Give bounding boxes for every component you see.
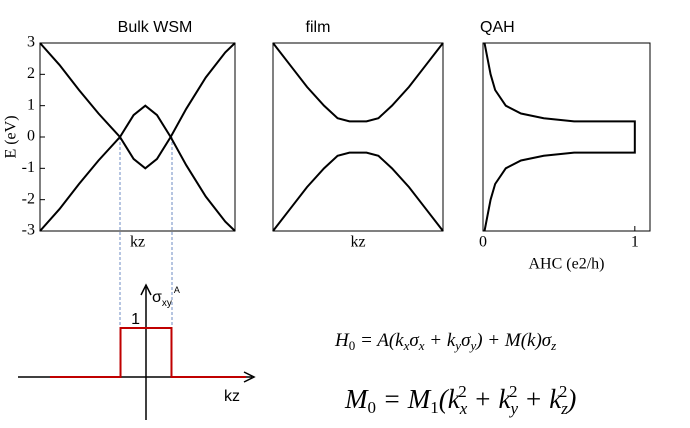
x-axis-label: kz [350, 234, 365, 251]
data-line [483, 42, 636, 232]
y-tick-label: 1 [131, 311, 140, 328]
eq-part: x [418, 338, 425, 353]
y-tick-label: 0 [27, 128, 35, 145]
x-tick-label: 0 [479, 234, 487, 251]
arrow-head [140, 283, 152, 296]
plot-frame [272, 42, 444, 232]
equation: M0 = M1(kx2 + ky2 + kz2) [344, 382, 576, 418]
equation: H0 = A(kxσx + kyσy) + M(k)σz [334, 330, 556, 353]
eq-part: + k [518, 384, 563, 414]
arrow-head [243, 371, 256, 383]
eq-part: 2 [509, 382, 518, 401]
eq-part: x [459, 399, 468, 418]
data-line [39, 104, 236, 232]
y-tick-label: -3 [22, 222, 35, 239]
eq-part: σ [409, 330, 419, 351]
panel-title: film [306, 19, 331, 36]
eq-part: 2 [559, 382, 568, 401]
eq-part: = M [376, 384, 432, 414]
eq-part: y [508, 399, 518, 418]
x-axis-label: AHC (e2/h) [529, 256, 605, 273]
data-line [39, 42, 236, 170]
eq-part: 0 [349, 338, 356, 353]
eq-part: 2 [458, 382, 467, 401]
panel-title: QAH [480, 19, 515, 36]
plot-frame [482, 42, 651, 232]
eq-part: 1 [430, 398, 439, 417]
y-tick-label: -1 [22, 159, 35, 176]
eq-part: y [468, 338, 476, 353]
plot-frame [39, 42, 236, 232]
eq-part: z [560, 399, 568, 418]
eq-part: y [453, 338, 461, 353]
data-line [272, 151, 444, 232]
data-line [49, 327, 246, 378]
label-part: σ [152, 289, 162, 306]
y-tick-label: 2 [27, 65, 35, 82]
eq-part: = A(k [355, 330, 404, 351]
y-axis-label: σxyA [152, 285, 180, 308]
eq-part: M [344, 384, 369, 414]
data-line [272, 42, 444, 123]
panel-title: Bulk WSM [118, 19, 193, 36]
eq-part: z [550, 338, 556, 353]
eq-part: x [403, 338, 410, 353]
x-axis-label: kz [224, 388, 240, 405]
y-tick-label: -2 [22, 190, 35, 207]
eq-part: ) [565, 384, 576, 414]
label-part: xy [162, 298, 172, 309]
eq-part: (k [439, 384, 461, 414]
eq-part: + k [425, 330, 456, 351]
y-tick-label: 1 [27, 96, 35, 113]
eq-part: 0 [368, 398, 377, 417]
x-tick-label: 1 [631, 234, 639, 251]
y-axis-label: E (eV) [3, 115, 20, 158]
eq-part: H [334, 330, 350, 351]
eq-part: ) + M(k)σ [475, 330, 552, 351]
y-tick-label: 3 [27, 34, 35, 51]
eq-part: σ [461, 330, 471, 351]
label-part: A [174, 285, 180, 295]
x-axis-label: kz [130, 234, 145, 251]
eq-part: + k [467, 384, 512, 414]
